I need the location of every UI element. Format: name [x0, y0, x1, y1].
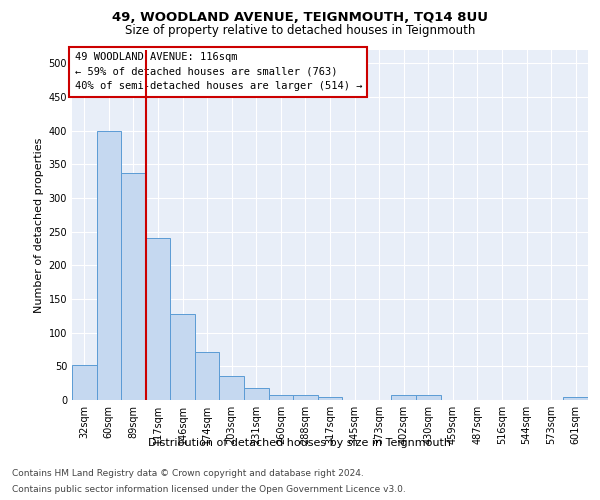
Text: Contains public sector information licensed under the Open Government Licence v3: Contains public sector information licen… — [12, 485, 406, 494]
Bar — [269, 394, 293, 400]
Bar — [416, 396, 440, 400]
Text: 49, WOODLAND AVENUE, TEIGNMOUTH, TQ14 8UU: 49, WOODLAND AVENUE, TEIGNMOUTH, TQ14 8U… — [112, 11, 488, 24]
Text: 49 WOODLAND AVENUE: 116sqm
← 59% of detached houses are smaller (763)
40% of sem: 49 WOODLAND AVENUE: 116sqm ← 59% of deta… — [74, 52, 362, 92]
Bar — [72, 365, 97, 400]
Bar — [220, 376, 244, 400]
Bar — [318, 398, 342, 400]
Bar — [121, 172, 146, 400]
Bar — [293, 396, 318, 400]
Bar — [563, 396, 588, 400]
Bar — [391, 396, 416, 400]
Text: Distribution of detached houses by size in Teignmouth: Distribution of detached houses by size … — [149, 438, 452, 448]
Bar — [244, 388, 269, 400]
Y-axis label: Number of detached properties: Number of detached properties — [34, 138, 44, 312]
Text: Size of property relative to detached houses in Teignmouth: Size of property relative to detached ho… — [125, 24, 475, 37]
Bar — [195, 352, 220, 400]
Bar — [146, 238, 170, 400]
Bar — [170, 314, 195, 400]
Bar — [97, 131, 121, 400]
Text: Contains HM Land Registry data © Crown copyright and database right 2024.: Contains HM Land Registry data © Crown c… — [12, 469, 364, 478]
